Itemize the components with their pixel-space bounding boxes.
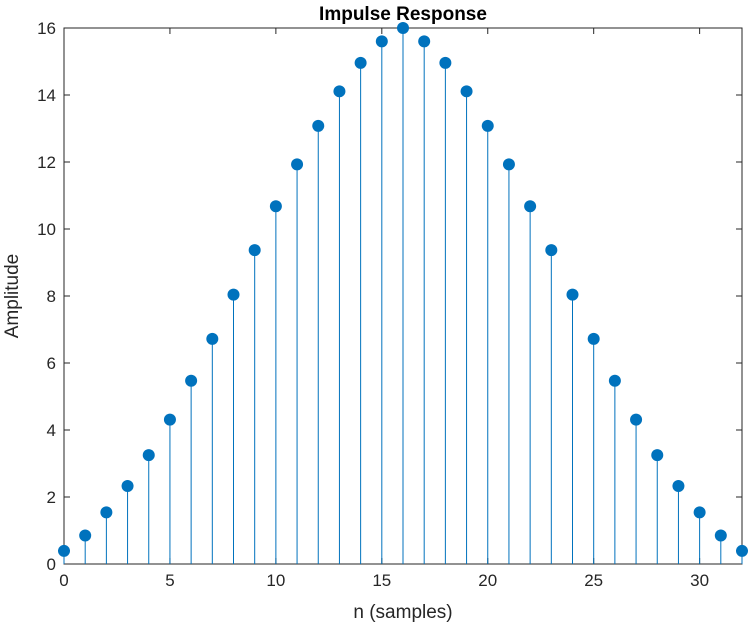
stem-marker	[121, 479, 134, 492]
stem-marker	[524, 200, 537, 213]
plot-area: 0 5 10 15 20 25 30 0 2 4 6 8 10 12 14 16	[37, 19, 748, 590]
stem-marker	[291, 158, 304, 171]
x-tick-label: 25	[584, 571, 603, 590]
stem-marker	[185, 374, 198, 387]
stem-marker	[375, 35, 388, 48]
stem-marker	[736, 544, 748, 557]
y-tick-label: 10	[37, 220, 56, 239]
stem-marker	[333, 85, 346, 98]
x-axis-label: n (samples)	[353, 602, 452, 623]
stem-marker	[566, 288, 579, 301]
stem-marker	[672, 479, 685, 492]
stem-marker	[630, 413, 643, 426]
stem-marker	[481, 119, 494, 132]
y-tick-label: 16	[37, 19, 56, 38]
stem-marker	[714, 529, 727, 542]
stem-marker	[312, 119, 325, 132]
stem-marker	[460, 85, 473, 98]
x-tick-label: 30	[690, 571, 709, 590]
stem-marker	[439, 56, 452, 69]
stem-marker	[354, 56, 367, 69]
stem-marker	[248, 244, 261, 257]
x-tick-label: 20	[478, 571, 497, 590]
stem-marker	[206, 332, 219, 345]
y-tick-label: 4	[47, 421, 56, 440]
y-tick-label: 8	[47, 287, 56, 306]
y-tick-label: 14	[37, 86, 56, 105]
stem-marker	[163, 413, 176, 426]
y-tick-label: 12	[37, 153, 56, 172]
stem-marker	[502, 158, 515, 171]
chart-title: Impulse Response	[319, 4, 487, 25]
x-tick-label: 10	[266, 571, 285, 590]
x-tick-label: 0	[59, 571, 68, 590]
stem-marker	[142, 449, 155, 462]
x-tick-label: 15	[372, 571, 391, 590]
x-tick-label: 5	[165, 571, 174, 590]
y-tick-label: 2	[47, 488, 56, 507]
stem-marker	[100, 506, 113, 519]
stem-marker	[269, 200, 282, 213]
stem-marker	[587, 332, 600, 345]
stem-marker	[693, 506, 706, 519]
stem-marker	[58, 544, 70, 557]
y-tick-label: 6	[47, 354, 56, 373]
stem-marker	[545, 244, 558, 257]
y-axis-label: Amplitude	[2, 254, 23, 339]
stem-marker	[608, 374, 621, 387]
stem-marker	[418, 35, 431, 48]
y-tick-label: 0	[47, 555, 56, 574]
stem-marker	[79, 529, 92, 542]
stem-marker	[227, 288, 240, 301]
stem-marker	[397, 22, 409, 34]
stem-marker	[651, 449, 664, 462]
